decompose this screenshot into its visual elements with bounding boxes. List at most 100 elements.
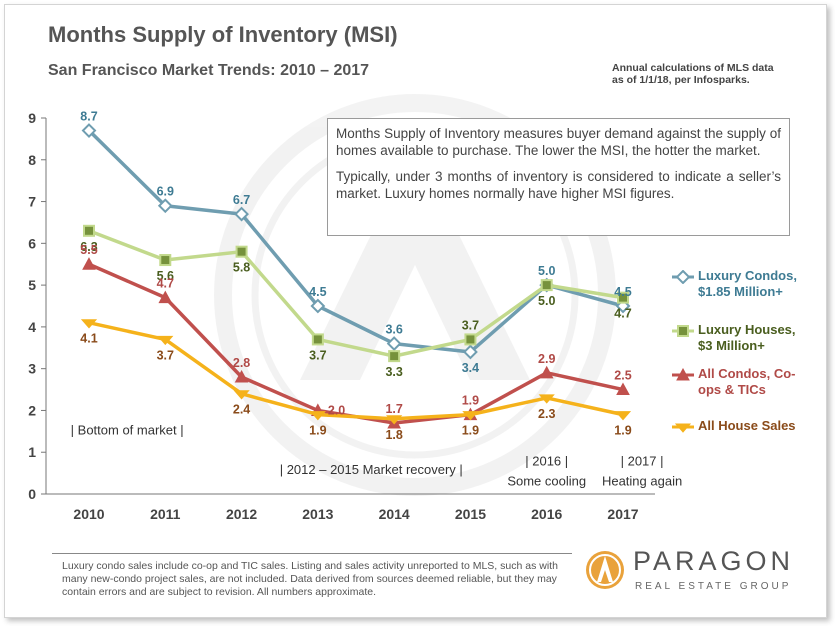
explanation-paragraph: Typically, under 3 months of inventory i… [336,169,781,201]
x-tick-label: 2017 [607,506,638,522]
data-label: 3.3 [385,365,402,379]
triangle-marker [676,368,690,381]
x-tick-label: 2014 [379,506,410,522]
star-marker [462,411,479,421]
data-label: 3.7 [157,348,174,362]
data-label: 5.8 [233,261,250,275]
data-label: 2.9 [538,352,555,366]
y-tick-label: 4 [28,319,36,335]
star-marker [80,319,98,329]
data-label: 3.6 [385,323,402,337]
data-label: 2.4 [233,403,250,417]
legend-label: All Condos, Co-ops & TICs [698,366,828,398]
data-label: 1.7 [385,402,402,416]
legend-label: All House Sales [698,418,828,434]
annotation: | Bottom of market | [71,422,184,437]
square-marker [83,224,95,237]
paragon-logo-text: PARAGON [633,546,795,576]
series-line [88,229,624,358]
data-label: 1.9 [462,394,479,408]
data-label: 5.5 [80,243,97,257]
y-tick-label: 2 [28,402,36,418]
data-label: 5.0 [538,294,555,308]
star-marker [674,423,692,433]
source-note-line: Annual calculations of MLS data [612,62,774,74]
data-label: 1.8 [385,428,402,442]
legend-symbol [672,423,694,433]
data-label: 4.1 [80,332,97,346]
chart-annotations: | Bottom of market | | 2012 – 2015 Market… [71,422,683,488]
y-tick-label: 5 [28,277,36,293]
data-label: 4.5 [309,285,326,299]
data-label: 8.7 [80,110,97,124]
source-note: Annual calculations of MLS data as of 1/… [612,62,812,86]
paragon-logo-icon [586,551,624,589]
square-marker [677,325,689,337]
y-tick-label: 3 [28,361,36,377]
data-label: 6.3 [80,240,97,254]
source-note-line: as of 1/1/18, per Infosparks. [612,74,750,86]
star-marker [386,415,403,425]
data-label: 1.9 [462,424,479,438]
annotation: | 2017 | [621,454,664,469]
data-label: 4.5 [614,285,631,299]
square-marker [311,333,324,346]
footer-disclaimer: Luxury condo sales include co-op and TIC… [62,560,558,598]
chart-frame [4,4,827,618]
data-label: 4.7 [157,277,174,291]
legend-label: Luxury Condos, $1.85 Million+ [698,268,828,300]
footer-divider [52,553,572,554]
star-marker [538,394,555,404]
legend-label-line: Luxury Condos, [698,268,797,283]
x-tick-label: 2012 [226,506,257,522]
star-marker [157,335,174,346]
data-label: 3.7 [462,318,479,332]
chart-subtitle: San Francisco Market Trends: 2010 – 2017 [48,62,370,79]
y-tick-label: 8 [28,152,36,168]
data-label: 6.9 [157,185,174,199]
data-label: 3.4 [462,361,479,375]
diamond-marker [386,336,402,352]
square-marker [235,245,248,258]
x-tick-label: 2015 [455,506,486,522]
diamond-marker [234,206,249,222]
legend-label-line: All House Sales [698,418,796,433]
paragon-logo-subtext: REAL ESTATE GROUP [635,581,792,592]
annotation: | 2012 – 2015 Market recovery | [280,462,463,477]
legend-label-line: $1.85 Million+ [698,284,783,299]
paragon-logo: PARAGON REAL ESTATE GROUP [583,546,818,606]
diamond-marker [463,344,478,360]
data-label: 1.9 [309,424,326,438]
x-tick-label: 2016 [531,506,562,522]
chart-series [80,123,632,429]
data-label: 1.9 [614,424,631,438]
x-tick-label: 2013 [302,506,333,522]
legend-label-line: Luxury Houses, [698,322,796,337]
annotation: | 2016 | [525,454,568,469]
data-label: 2.0 [328,403,345,417]
star-marker [614,411,632,421]
square-marker [464,333,477,346]
star-marker [309,411,326,421]
annotation: Heating again [602,474,682,489]
series-line [88,321,624,421]
data-label: 4.7 [614,307,631,321]
y-tick-label: 9 [28,110,36,126]
msi-explanation-box: Months Supply of Inventory measures buye… [327,118,790,236]
annotation: Some cooling [507,474,586,489]
data-label: 2.3 [538,407,555,421]
y-tick-label: 0 [28,486,36,502]
data-label: 2.5 [614,369,631,383]
diamond-marker [81,123,97,138]
diamond-marker [157,198,173,214]
triangle-marker [616,382,630,396]
legend-label-line: $3 Million+ [698,338,765,353]
square-marker [617,291,629,304]
triangle-marker [158,290,173,304]
legend-symbol [672,270,694,284]
data-label: 5.0 [538,264,555,278]
triangle-marker [539,365,554,379]
legend-label-line: All Condos, Co- [698,366,796,381]
star-marker [233,390,250,400]
